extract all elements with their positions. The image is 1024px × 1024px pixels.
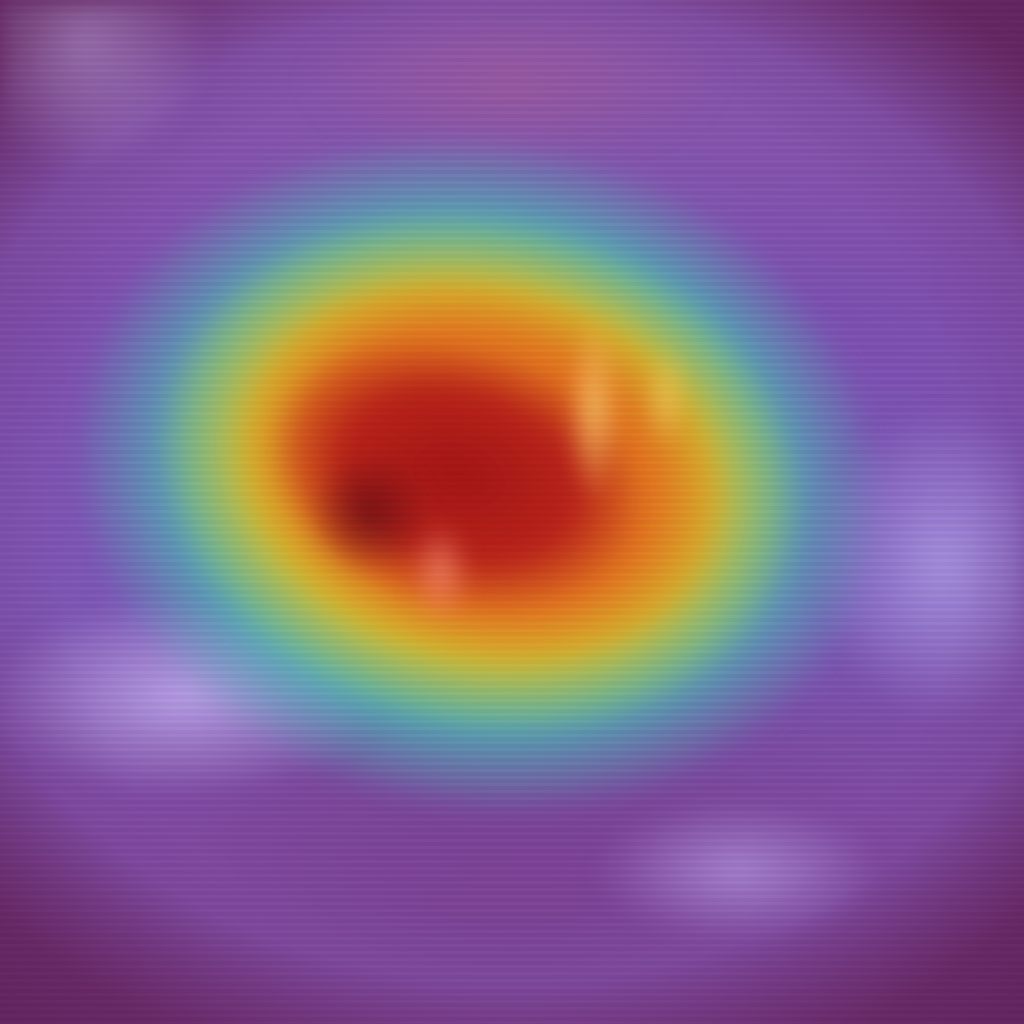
vignette xyxy=(0,0,1024,1024)
texture-streaks xyxy=(0,0,1024,1024)
heat-highlights xyxy=(0,0,1024,1024)
heatmap-image xyxy=(0,0,1024,1024)
